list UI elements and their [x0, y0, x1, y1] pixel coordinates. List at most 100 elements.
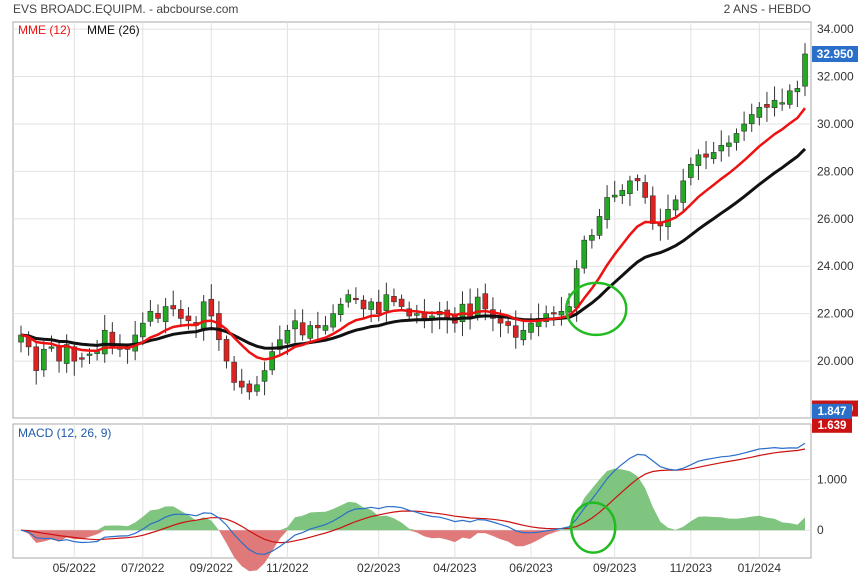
candle-body — [269, 351, 275, 371]
candle — [170, 290, 177, 317]
candle-body — [406, 308, 412, 317]
candle-body — [368, 301, 374, 310]
candle — [710, 141, 717, 164]
candle-body — [375, 301, 382, 314]
candle — [680, 168, 687, 213]
candle-body — [307, 325, 314, 339]
candle — [330, 304, 336, 332]
candle-body — [634, 178, 641, 182]
candle-body — [353, 297, 359, 301]
candle — [520, 318, 527, 346]
candle — [162, 298, 169, 334]
x-tick-label: 07/2022 — [121, 561, 165, 575]
candle — [246, 380, 253, 400]
candle — [688, 157, 694, 186]
x-tick-label: 06/2023 — [509, 561, 553, 575]
candle — [345, 289, 352, 308]
candle — [802, 43, 808, 97]
signal-badge — [812, 417, 852, 433]
candle-body — [794, 88, 801, 93]
candle — [353, 287, 359, 305]
candle-body — [185, 315, 192, 322]
candle-body — [695, 154, 702, 166]
legend-ema12: MME (12) — [18, 23, 71, 37]
macd-line — [20, 442, 806, 555]
candle-body — [672, 199, 679, 211]
candle — [254, 376, 260, 396]
candle — [482, 283, 489, 321]
candle — [79, 352, 85, 368]
candle — [779, 88, 785, 111]
candle — [368, 298, 374, 323]
candle — [208, 284, 215, 331]
price-panel — [12, 21, 812, 419]
price-tick-label: 20.000 — [817, 354, 854, 368]
candle-body — [680, 180, 687, 203]
candle-body — [505, 321, 511, 326]
candle-body — [611, 194, 618, 198]
price-tick-label: 26.000 — [817, 212, 854, 226]
candle — [695, 149, 702, 181]
ema26-line — [20, 147, 807, 350]
candle — [733, 128, 740, 151]
candle — [178, 299, 184, 328]
candle-body — [642, 182, 648, 198]
candle-body — [627, 180, 633, 194]
candle-body — [391, 296, 397, 303]
candle — [558, 296, 565, 326]
candle — [748, 103, 755, 132]
x-tick-label: 01/2024 — [738, 561, 782, 575]
candle-body — [741, 123, 747, 132]
candle-body — [726, 142, 732, 147]
candle-body — [155, 312, 161, 319]
candle-body — [79, 357, 85, 360]
candle-body — [284, 329, 291, 344]
candle — [642, 174, 648, 204]
crossover-circle-price — [565, 281, 628, 337]
x-tick-label: 09/2022 — [190, 561, 234, 575]
macd-tick-label: 0 — [817, 523, 824, 537]
candle — [756, 102, 763, 126]
candle — [794, 80, 801, 107]
candle — [155, 304, 161, 324]
candle-body — [558, 310, 565, 316]
candle — [528, 313, 534, 340]
candle-body — [520, 329, 527, 341]
candle-body — [604, 197, 610, 220]
candle-body — [56, 346, 62, 362]
x-axis: 05/2022 07/2022 09/2022 11/2022 02/2023 04/20… — [53, 561, 782, 575]
candle-body — [231, 361, 237, 383]
ema12-line — [20, 107, 806, 361]
candle-body — [619, 190, 626, 197]
price-tick-label: 24.000 — [817, 259, 854, 273]
macd-tick-label: 1.000 — [817, 473, 847, 487]
candle-body — [254, 384, 260, 392]
macd-value: 1.847 — [818, 406, 847, 418]
chart-title: EVS BROADC.EQUIPM. - abcbourse.com — [13, 2, 238, 16]
candle — [581, 235, 588, 274]
x-tick-label: 04/2023 — [433, 561, 477, 575]
candle — [147, 299, 154, 327]
candle-body — [261, 370, 268, 382]
candle — [315, 311, 321, 342]
candle — [238, 368, 245, 394]
candle — [41, 340, 47, 377]
candle-body — [330, 313, 336, 328]
candle-body — [512, 325, 519, 338]
candle-body — [139, 322, 146, 338]
candle-body — [421, 313, 428, 319]
candle-body — [147, 310, 154, 322]
price-tick-label: 28.000 — [817, 164, 854, 178]
candle-body — [299, 322, 306, 336]
price-axis: 34.000 32.000 30.000 28.000 26.000 24.000 22.0… — [812, 22, 858, 417]
candle — [634, 174, 641, 191]
macd-lines — [20, 442, 806, 555]
candle-body — [345, 294, 352, 303]
candle-body — [710, 152, 717, 160]
candle — [627, 175, 633, 206]
candle-body — [688, 163, 694, 178]
candle — [33, 342, 40, 385]
candle — [261, 361, 268, 396]
candle-body — [276, 339, 283, 350]
candle-body — [786, 90, 793, 105]
